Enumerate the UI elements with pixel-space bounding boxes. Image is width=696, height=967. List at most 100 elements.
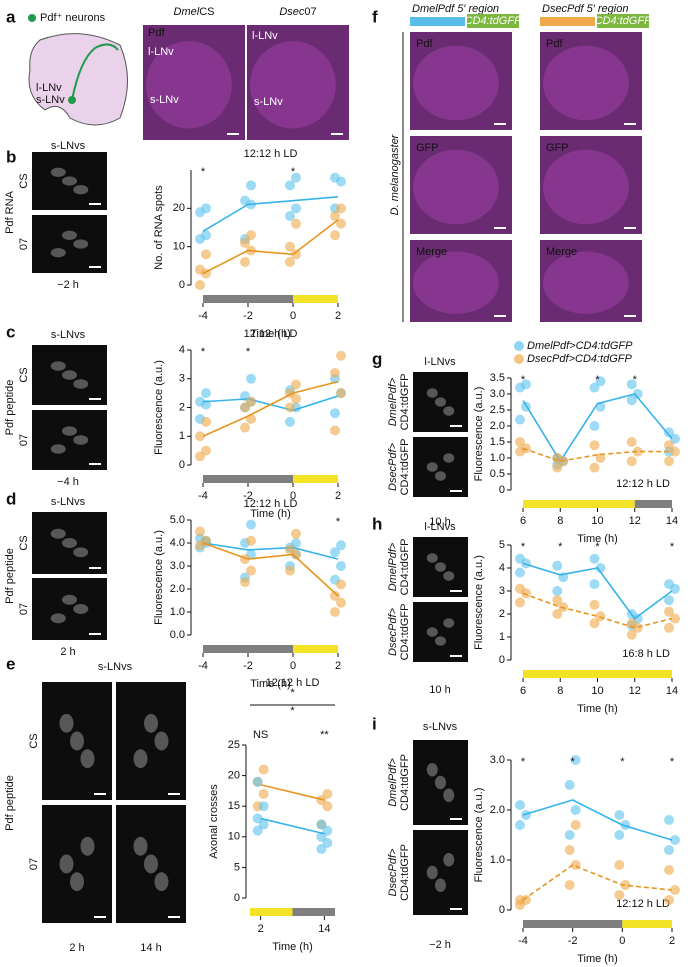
data-point bbox=[664, 815, 674, 825]
construct-reporter bbox=[597, 14, 649, 28]
data-point bbox=[316, 819, 327, 830]
data-point bbox=[258, 819, 269, 830]
mean-line bbox=[202, 219, 339, 275]
data-point bbox=[626, 379, 637, 390]
y-tick-label: 10 bbox=[228, 831, 240, 843]
light-bar bbox=[203, 645, 293, 653]
y-tick-label: 2.5 bbox=[490, 404, 505, 416]
y-tick-label: 1 bbox=[499, 631, 505, 643]
data-point bbox=[336, 540, 346, 551]
chart-title: 12:12 h LD bbox=[266, 677, 320, 689]
y-tick-label: 1 bbox=[179, 430, 185, 442]
mean-line bbox=[202, 542, 339, 560]
data-point bbox=[670, 433, 680, 444]
data-point bbox=[195, 280, 205, 290]
panel-label: a bbox=[6, 7, 16, 26]
data-point bbox=[336, 218, 346, 229]
label: GFP bbox=[416, 142, 439, 154]
data-point bbox=[336, 388, 346, 399]
data-point bbox=[330, 408, 340, 419]
data-point bbox=[246, 230, 256, 241]
data-point bbox=[589, 462, 600, 473]
data-point bbox=[570, 820, 581, 830]
label: Merge bbox=[546, 246, 577, 258]
label: −2 h bbox=[429, 939, 451, 951]
data-point bbox=[670, 835, 680, 845]
y-axis-label: Fluorescence (a.u.) bbox=[473, 788, 485, 883]
cell bbox=[426, 865, 438, 880]
y-tick-label: 3.0 bbox=[490, 388, 505, 400]
x-tick-label: 10 bbox=[591, 685, 603, 697]
data-point bbox=[664, 440, 674, 451]
data-point bbox=[589, 579, 600, 590]
tissue bbox=[250, 41, 336, 129]
cell bbox=[73, 435, 89, 445]
data-point bbox=[258, 801, 269, 812]
y-tick-label: 2 bbox=[499, 608, 505, 620]
chart-title: 12:12 h LD bbox=[244, 328, 298, 340]
x-tick-label: -2 bbox=[568, 935, 578, 947]
star-annotation: ** bbox=[320, 729, 329, 741]
panel-label: g bbox=[372, 349, 382, 368]
data-point bbox=[632, 446, 643, 457]
label: GFP bbox=[546, 142, 569, 154]
label: −2 h bbox=[57, 279, 79, 291]
data-point bbox=[285, 544, 295, 555]
x-tick-label: -4 bbox=[198, 660, 208, 672]
x-tick-label: 6 bbox=[520, 685, 526, 697]
panel-label: d bbox=[6, 489, 16, 508]
cell bbox=[50, 444, 66, 454]
data-point bbox=[521, 379, 531, 390]
data-point bbox=[626, 618, 637, 629]
data-point bbox=[285, 565, 295, 576]
label: 07 bbox=[18, 238, 30, 250]
cell bbox=[426, 388, 438, 398]
data-point bbox=[595, 563, 606, 573]
y-tick-label: 3 bbox=[499, 585, 505, 597]
data-point bbox=[285, 180, 295, 191]
mean-line bbox=[202, 380, 339, 437]
data-point bbox=[552, 560, 563, 571]
data-point bbox=[240, 195, 250, 206]
label: Pdf peptide bbox=[4, 548, 16, 604]
panel-label: c bbox=[6, 322, 15, 341]
label: DsecPdf 5′ region bbox=[542, 3, 628, 15]
data-point bbox=[589, 382, 600, 393]
cell bbox=[435, 471, 446, 481]
data-point bbox=[252, 813, 263, 824]
cell bbox=[443, 571, 455, 581]
star-annotation: * bbox=[558, 541, 563, 553]
label: Pdf RNA bbox=[4, 190, 16, 233]
data-point bbox=[552, 595, 563, 606]
data-point bbox=[626, 629, 637, 640]
y-tick-label: 0 bbox=[499, 654, 505, 666]
data-point bbox=[336, 203, 346, 214]
data-point bbox=[246, 519, 256, 530]
chart-title: 12:12 h LD bbox=[616, 898, 670, 910]
y-axis-label: No. of RNA spots bbox=[153, 185, 165, 270]
x-tick-label: 14 bbox=[666, 515, 678, 527]
data-point bbox=[201, 203, 211, 214]
cell bbox=[154, 731, 169, 751]
label: 2 h bbox=[60, 646, 75, 658]
x-tick-label: 12 bbox=[629, 685, 641, 697]
y-tick-label: 5 bbox=[234, 861, 240, 873]
x-tick-label: 0 bbox=[619, 935, 625, 947]
data-point bbox=[291, 249, 301, 260]
label: CD4:tdGFP bbox=[399, 604, 411, 661]
tissue bbox=[543, 149, 629, 225]
x-tick-label: -2 bbox=[243, 660, 253, 672]
legend-marker bbox=[514, 341, 524, 351]
data-point bbox=[240, 257, 250, 267]
data-point bbox=[291, 379, 301, 390]
data-point bbox=[670, 613, 680, 624]
data-point bbox=[240, 577, 250, 588]
data-point bbox=[670, 885, 680, 895]
data-point bbox=[246, 535, 256, 546]
neuron bbox=[71, 43, 119, 101]
y-tick-label: 4 bbox=[499, 562, 505, 574]
data-point bbox=[316, 844, 327, 855]
data-point bbox=[552, 462, 563, 473]
cell bbox=[435, 775, 446, 790]
data-point bbox=[246, 565, 256, 576]
